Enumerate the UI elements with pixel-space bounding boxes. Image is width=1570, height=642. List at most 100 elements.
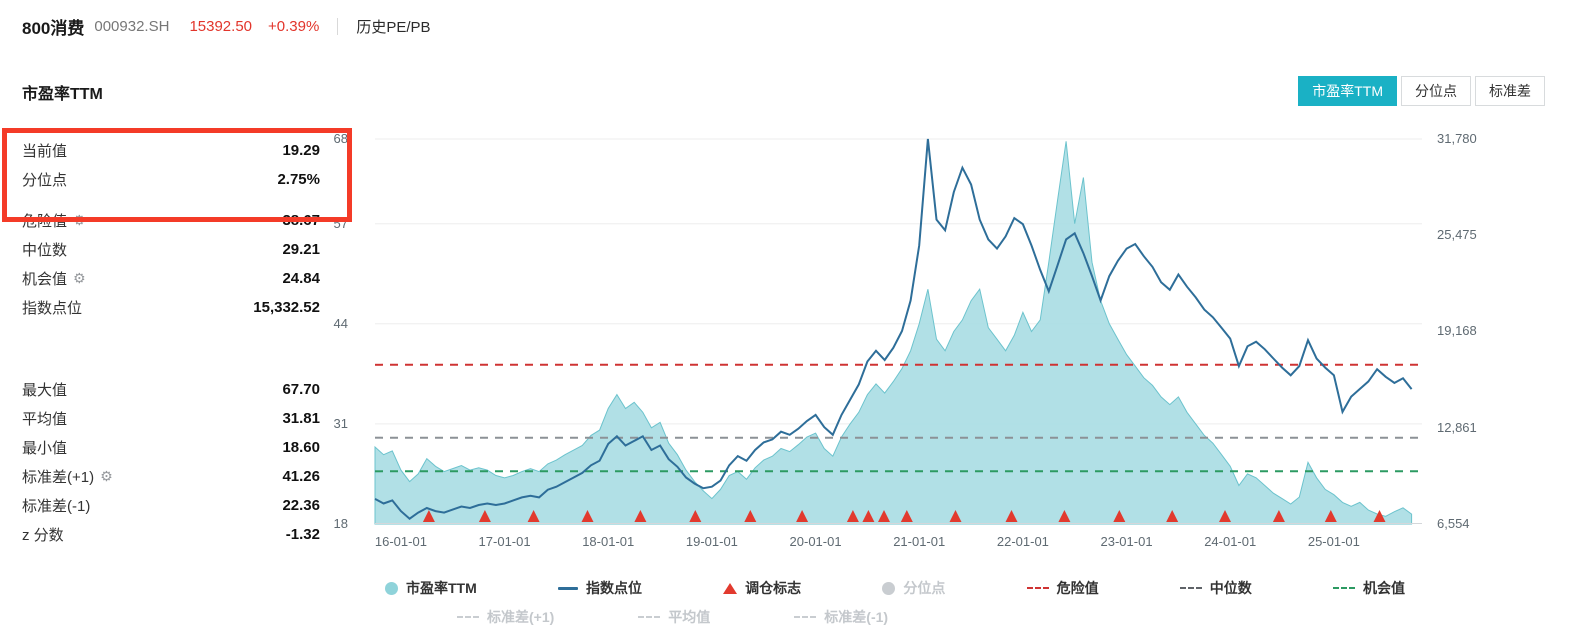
legend-median-label: 中位数 [1209,580,1252,596]
stat-row-chance-value: 机会值 ⚙ 24.84 [22,264,320,293]
header-divider [337,17,339,35]
stat-value-median: 29.21 [282,241,320,258]
legend-std-minus1-label: 标准差(-1) [824,609,889,625]
legend-percentile-marker-icon [882,581,896,595]
stat-label-current-value: 当前值 [22,143,68,160]
stat-label-min-value: 最小值 [22,440,68,457]
index-name: 800消费 [22,18,85,38]
x-axis-tick: 21-01-01 [893,534,946,549]
stat-label-danger-value: 危险值 ⚙ [22,212,86,230]
stat-label-median: 中位数 [22,242,68,259]
legend-std-plus1-marker-icon [457,616,479,618]
legend-pe-ttm-marker-icon [385,581,398,595]
left-axis-tick: 18 [333,516,348,531]
x-axis-tick: 20-01-01 [789,534,842,549]
x-axis-tick: 19-01-01 [685,534,738,549]
stat-label-percentile: 分位点 [22,172,68,189]
stat-label-chance-value: 机会值 ⚙ [22,270,86,288]
legend-mean-marker-icon [638,616,661,618]
legend-danger-label: 危险值 [1056,580,1099,596]
legend-std-plus1-label: 标准差(+1) [487,609,555,625]
stat-value-mean-value: 31.81 [282,410,320,427]
x-axis-tick: 16-01-01 [374,534,427,549]
legend-mean[interactable]: 平均值 [638,607,710,627]
metric-tabs: 市盈率TTM 分位点 标准差 [1298,76,1545,106]
stat-label-std-minus1: 标准差(-1) [22,498,91,515]
left-axis-tick: 57 [333,215,348,231]
stat-label-max-value: 最大值 [22,382,68,399]
stat-row-index-points: 指数点位 15,332.52 [22,293,320,322]
legend-danger[interactable]: 危险值 [1026,578,1099,598]
stat-label-index-points: 指数点位 [22,300,83,317]
chart-legend: 市盈率TTM 指数点位 调仓标志 分位点 危险值 中位数 机会值 标准差(+1) 平均值 标准差… [385,578,1405,627]
legend-row-2: 标准差(+1) 平均值 标准差(-1) [385,607,1405,627]
stat-row-median: 中位数 29.21 [22,235,320,264]
right-axis-tick: 12,861 [1437,419,1477,435]
gear-icon[interactable]: ⚙ [100,468,113,484]
tab-pe-ttm[interactable]: 市盈率TTM [1298,76,1397,106]
stat-label-mean-value: 平均值 [22,411,68,428]
index-change: +0.39% [268,17,320,35]
stat-row-std-minus1: 标准差(-1) 22.36 [22,491,320,520]
stat-value-max-value: 67.70 [282,381,320,398]
legend-index-points[interactable]: 指数点位 [557,578,642,598]
tab-percentile[interactable]: 分位点 [1401,76,1471,106]
x-axis-tick: 25-01-01 [1307,534,1360,549]
x-axis-tick: 22-01-01 [996,534,1049,549]
x-axis-tick: 23-01-01 [1100,534,1153,549]
left-axis-tick: 68 [333,131,348,146]
chart-canvas[interactable] [374,138,1422,525]
legend-chance[interactable]: 机会值 [1332,578,1405,598]
legend-pe-ttm[interactable]: 市盈率TTM [385,578,477,598]
legend-pe-ttm-label: 市盈率TTM [406,580,477,596]
stat-row-z-score: z 分数 -1.32 [22,520,320,549]
legend-percentile[interactable]: 分位点 [882,578,945,598]
x-axis-tick: 17-01-01 [478,534,531,549]
legend-std-minus1[interactable]: 标准差(-1) [794,607,888,627]
stat-row-percentile: 分位点 2.75% [22,165,320,194]
legend-index-points-label: 指数点位 [585,580,642,596]
right-axis-tick: 25,475 [1437,227,1477,243]
stat-value-std-plus1: 41.26 [282,468,320,485]
pe-chart[interactable]: 18 31 44 57 68 6,554 12,861 19,168 25,475 31,780 1… [334,131,1477,549]
stat-value-min-value: 18.60 [282,439,320,456]
index-code: 000932.SH [94,17,170,35]
stat-row-max-value: 最大值 67.70 [22,375,320,404]
right-axis-tick: 31,780 [1437,131,1477,146]
stat-label-std-plus1: 标准差(+1) ⚙ [22,468,113,486]
gear-icon[interactable]: ⚙ [73,212,86,228]
left-axis-tick: 31 [333,415,348,431]
stat-row-current-value: 当前值 19.29 [22,136,320,165]
tab-std[interactable]: 标准差 [1475,76,1545,106]
legend-index-points-marker-icon [557,586,578,590]
x-axis-tick: 18-01-01 [582,534,635,549]
header: 800消费 000932.SH 15392.50 +0.39% 历史PE/PB [22,12,431,40]
legend-chance-label: 机会值 [1362,580,1405,596]
legend-std-plus1[interactable]: 标准差(+1) [457,607,554,627]
legend-row-1: 市盈率TTM 指数点位 调仓标志 分位点 危险值 中位数 机会值 [385,578,1405,598]
x-axis-tick: 24-01-01 [1204,534,1257,549]
stats-group-2: 最大值 67.70 平均值 31.81 最小值 18.60 标准差(+1) ⚙ 41.26 标准差… [22,375,320,549]
left-axis-tick: 44 [333,315,348,331]
stat-value-chance-value: 24.84 [282,270,320,287]
section-title: 市盈率TTM [22,86,103,103]
stat-value-z-score: -1.32 [285,526,320,543]
stats-panel: 当前值 19.29 分位点 2.75% 危险值 ⚙ 38.67 中位数 29.21 机会值 ⚙ 24.… [22,136,320,549]
legend-rebalance-marker-icon [723,582,738,594]
gear-icon[interactable]: ⚙ [73,270,86,286]
stat-row-mean-value: 平均值 31.81 [22,404,320,433]
stat-label-z-score: z 分数 [22,527,64,544]
stat-row-std-plus1: 标准差(+1) ⚙ 41.26 [22,462,320,491]
stat-value-current-value: 19.29 [282,142,320,159]
right-axis-tick: 19,168 [1437,323,1477,339]
stats-group-1: 当前值 19.29 分位点 2.75% 危险值 ⚙ 38.67 中位数 29.21 机会值 ⚙ 24.… [22,136,320,322]
legend-std-minus1-marker-icon [794,616,817,618]
stat-value-index-points: 15,332.52 [253,299,320,316]
legend-median-marker-icon [1179,587,1202,589]
history-pe-pb-link[interactable]: 历史PE/PB [356,18,431,36]
legend-rebalance[interactable]: 调仓标志 [723,578,801,598]
legend-rebalance-label: 调仓标志 [745,580,802,596]
legend-chance-marker-icon [1332,587,1355,589]
legend-median[interactable]: 中位数 [1179,578,1252,598]
